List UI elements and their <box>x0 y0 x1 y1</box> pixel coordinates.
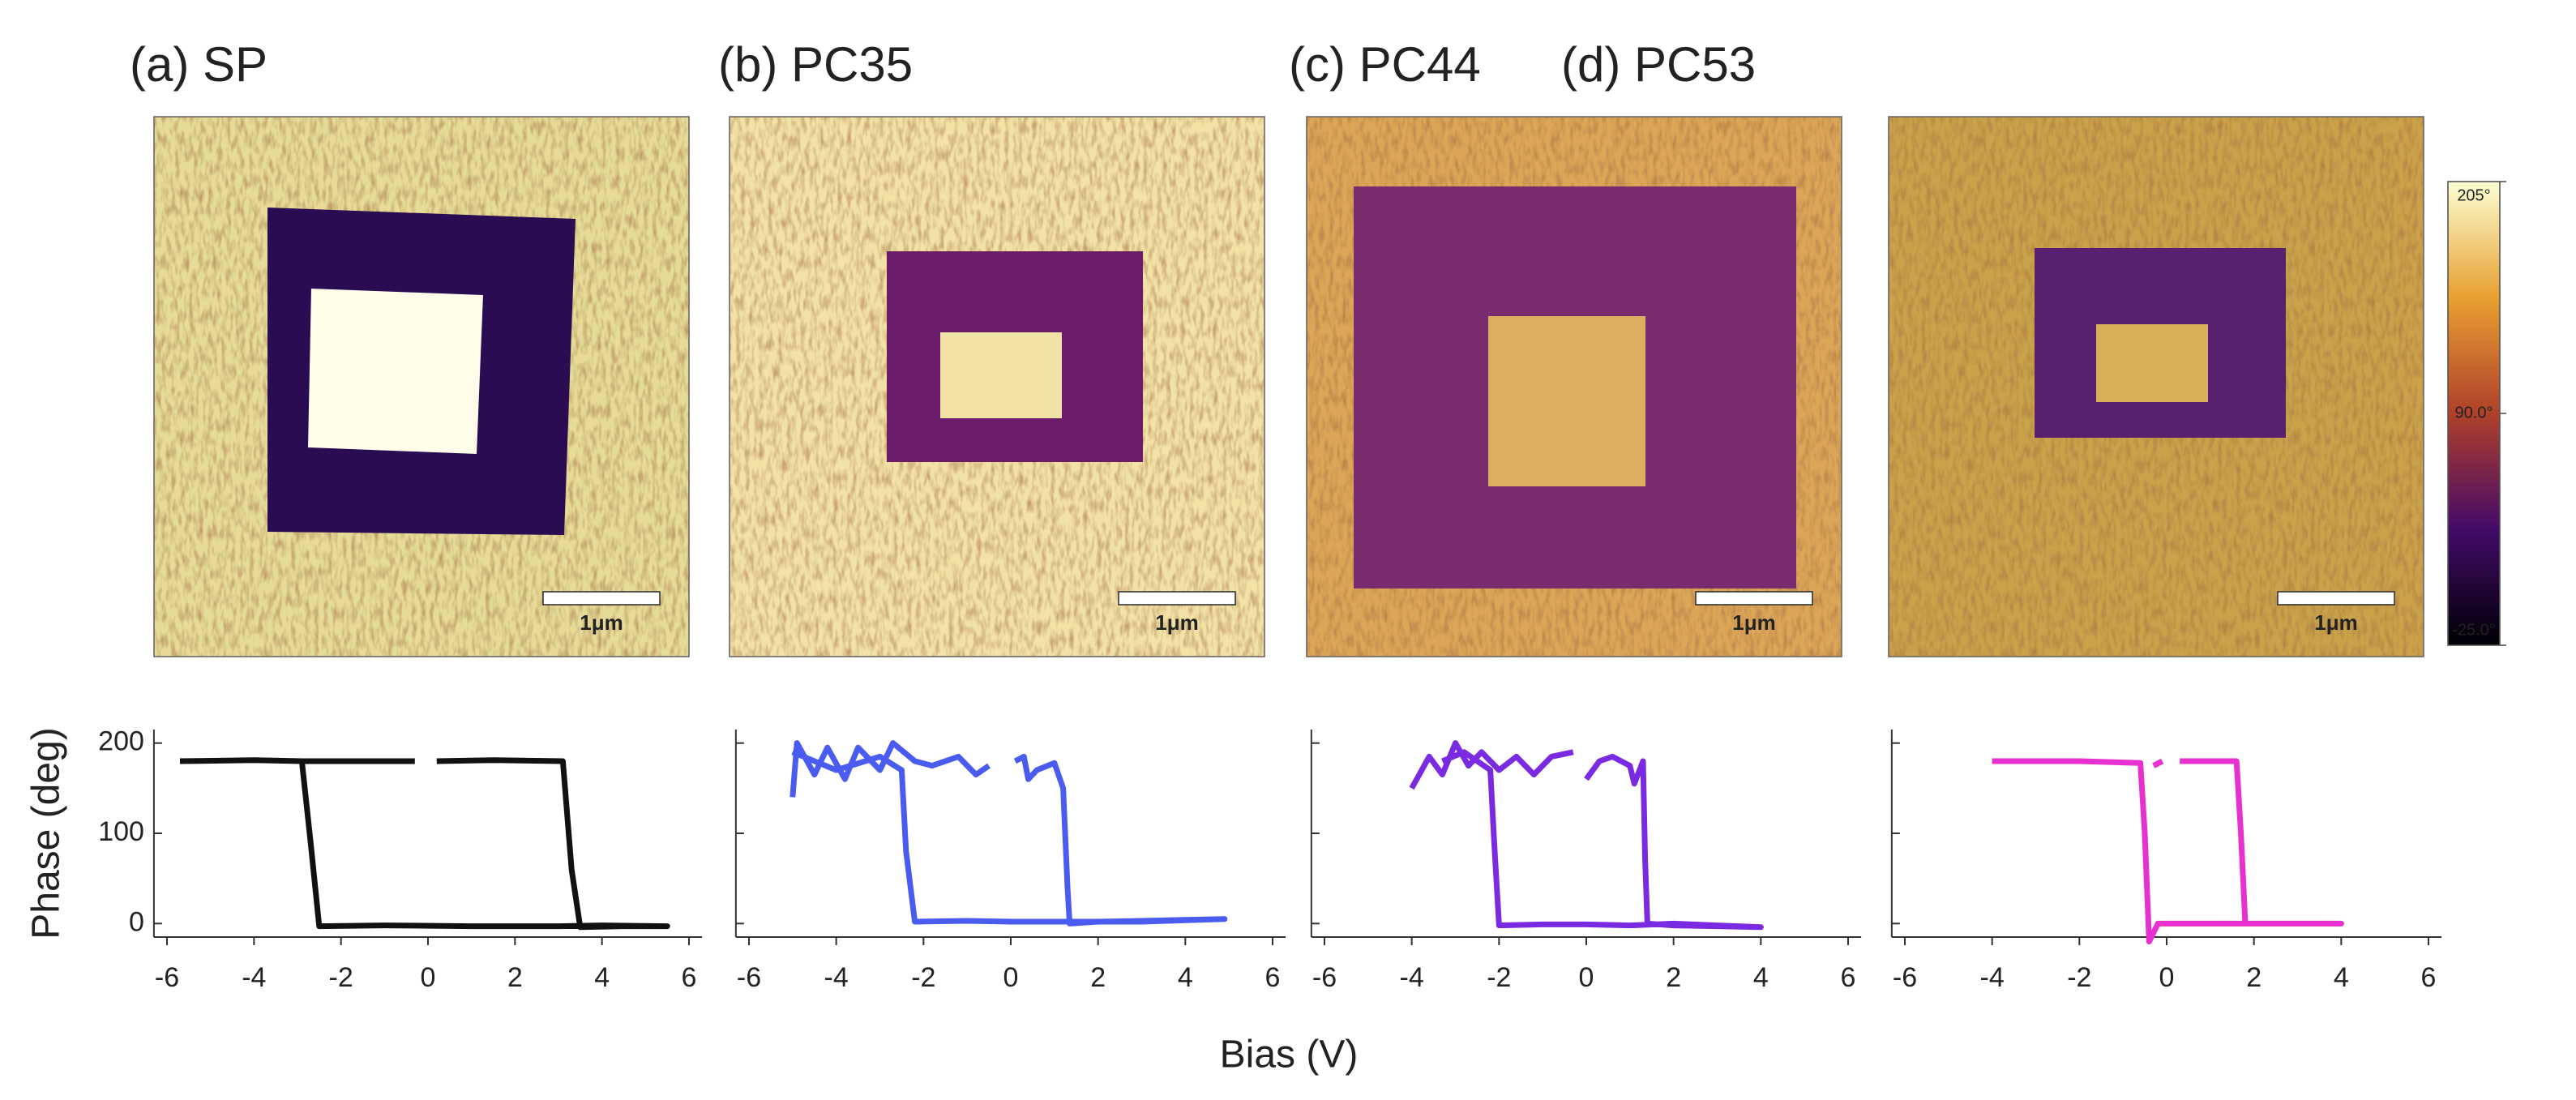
x-tick-label: 0 <box>1579 962 1594 993</box>
x-axis-label: Bias (V) <box>1220 1034 1359 1076</box>
x-tick-label: -2 <box>2067 962 2091 993</box>
x-tick-label: 6 <box>682 962 697 993</box>
scale-bar <box>1118 591 1236 606</box>
scale-bar-label: 1μm <box>1732 610 1776 635</box>
x-tick-label: -6 <box>1312 962 1337 993</box>
y-tick-label: 200 <box>98 726 144 757</box>
inner-domain <box>1488 316 1645 486</box>
x-tick-label: -2 <box>911 962 935 993</box>
colorbar-label: 90.0° <box>2455 404 2493 422</box>
x-tick-label: 0 <box>2159 962 2175 993</box>
x-tick-label: 2 <box>1666 962 1681 993</box>
x-tick-label: -2 <box>1487 962 1511 993</box>
scale-bar <box>542 591 661 606</box>
x-tick-label: -2 <box>329 962 353 993</box>
x-tick-label: 6 <box>1841 962 1856 993</box>
panel-title: (c) PC44 <box>1289 37 1481 92</box>
x-tick-label: 6 <box>1265 962 1281 993</box>
panel-title: (b) PC35 <box>718 37 913 92</box>
inner-domain <box>2096 324 2208 402</box>
panel-title: (d) PC53 <box>1561 37 1756 92</box>
inner-domain <box>308 289 483 454</box>
panel-title: (a) SP <box>130 37 267 92</box>
x-tick-label: -4 <box>1980 962 2005 993</box>
x-tick-label: 4 <box>1753 962 1769 993</box>
x-tick-label: 4 <box>1178 962 1193 993</box>
x-tick-label: -4 <box>1400 962 1424 993</box>
x-tick-label: -6 <box>1893 962 1917 993</box>
x-tick-label: 0 <box>421 962 436 993</box>
scale-bar <box>1695 591 1813 606</box>
x-tick-label: 4 <box>2334 962 2349 993</box>
colorbar-label: -25.0° <box>2452 621 2496 639</box>
colorbar-label: 205° <box>2457 186 2490 204</box>
y-axis-label: Phase (deg) <box>25 727 68 939</box>
scale-bar-label: 1μm <box>1155 610 1199 635</box>
scale-bar <box>2277 591 2395 606</box>
colorbar <box>2447 181 2501 646</box>
x-tick-label: -4 <box>824 962 849 993</box>
scale-bar-label: 1μm <box>580 610 623 635</box>
x-tick-label: 2 <box>2246 962 2261 993</box>
hysteresis-loop <box>179 757 670 931</box>
hysteresis-loop <box>789 740 1228 927</box>
x-tick-label: -6 <box>155 962 179 993</box>
x-tick-label: 2 <box>1090 962 1106 993</box>
hysteresis-loop <box>1992 758 2344 945</box>
x-tick-label: -6 <box>737 962 761 993</box>
x-tick-label: 4 <box>594 962 610 993</box>
x-tick-label: 0 <box>1003 962 1019 993</box>
x-tick-label: -4 <box>242 962 266 993</box>
x-tick-label: 6 <box>2421 962 2437 993</box>
y-tick-label: 100 <box>98 816 144 847</box>
y-tick-label: 0 <box>129 906 144 937</box>
hysteresis-loop <box>1409 740 1764 931</box>
inner-domain <box>940 332 1062 418</box>
x-tick-label: 2 <box>507 962 523 993</box>
scale-bar-label: 1μm <box>2314 610 2358 635</box>
